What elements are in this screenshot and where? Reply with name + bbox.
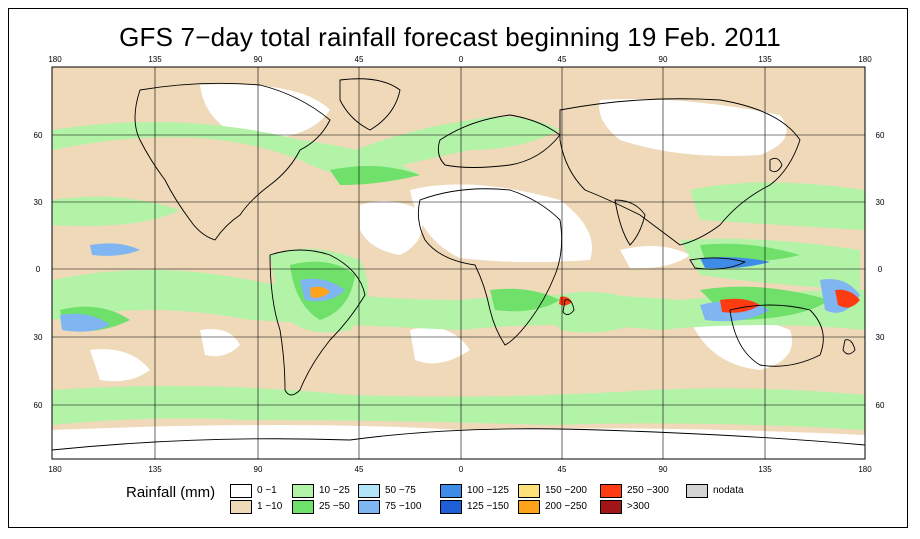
- legend-label: nodata: [713, 485, 744, 496]
- lon-tick-bottom: 90: [659, 465, 668, 474]
- lon-tick-bottom: 45: [558, 465, 567, 474]
- lat-tick-right: 60: [876, 131, 885, 140]
- legend-label: 75 −100: [385, 501, 422, 512]
- figure-frame: [8, 8, 908, 528]
- lon-tick-top: 45: [558, 55, 567, 64]
- lon-tick-bottom: 135: [148, 465, 162, 474]
- lon-tick-top: 135: [758, 55, 772, 64]
- legend-label: >300: [627, 501, 650, 512]
- lon-tick-top: 45: [355, 55, 364, 64]
- lat-tick-left: 60: [34, 401, 43, 410]
- legend-swatch: [292, 484, 314, 498]
- legend-swatch: [518, 500, 540, 514]
- legend-label: 150 −200: [545, 485, 587, 496]
- lat-tick-right: 60: [876, 401, 885, 410]
- lon-tick-bottom: 180: [858, 465, 872, 474]
- lat-tick-left: 30: [34, 333, 43, 342]
- lon-tick-top: 90: [659, 55, 668, 64]
- legend-swatch: [600, 484, 622, 498]
- legend-label: 25 −50: [319, 501, 350, 512]
- page-title: GFS 7−day total rainfall forecast beginn…: [119, 22, 781, 52]
- rainfall-field: [52, 67, 865, 459]
- legend-label: 10 −25: [319, 485, 350, 496]
- lon-tick-top: 0: [459, 55, 464, 64]
- lon-tick-bottom: 0: [459, 465, 464, 474]
- legend-label: 1 −10: [257, 501, 283, 512]
- lon-tick-top: 180: [858, 55, 872, 64]
- graticule: [52, 67, 865, 459]
- legend-title: Rainfall (mm): [126, 484, 216, 501]
- legend-swatch: [358, 484, 380, 498]
- legend-label: 125 −150: [467, 501, 509, 512]
- legend-label: 200 −250: [545, 501, 587, 512]
- lat-tick-left: 30: [34, 198, 43, 207]
- lat-tick-left: 0: [36, 265, 41, 274]
- legend-swatch: [686, 484, 708, 498]
- legend-swatch: [230, 484, 252, 498]
- legend-swatch: [440, 500, 462, 514]
- lat-tick-left: 60: [34, 131, 43, 140]
- lon-tick-top: 180: [48, 55, 62, 64]
- lon-tick-top: 135: [148, 55, 162, 64]
- lon-tick-bottom: 90: [254, 465, 263, 474]
- lon-tick-bottom: 135: [758, 465, 772, 474]
- lat-tick-right: 30: [876, 333, 885, 342]
- legend-label: 250 −300: [627, 485, 669, 496]
- legend-swatch: [518, 484, 540, 498]
- legend-swatch: [440, 484, 462, 498]
- map-border: [51, 66, 866, 460]
- legend-label: 0 −1: [257, 485, 277, 496]
- legend-swatch: [358, 500, 380, 514]
- legend-label: 50 −75: [385, 485, 416, 496]
- legend-swatch: [600, 500, 622, 514]
- lat-tick-right: 0: [878, 265, 883, 274]
- legend-swatch: [292, 500, 314, 514]
- lat-tick-right: 30: [876, 198, 885, 207]
- legend-label: 100 −125: [467, 485, 509, 496]
- lon-tick-bottom: 180: [48, 465, 62, 474]
- coastlines: [52, 78, 865, 451]
- lon-tick-bottom: 45: [355, 465, 364, 474]
- lon-tick-top: 90: [254, 55, 263, 64]
- legend-swatch: [230, 500, 252, 514]
